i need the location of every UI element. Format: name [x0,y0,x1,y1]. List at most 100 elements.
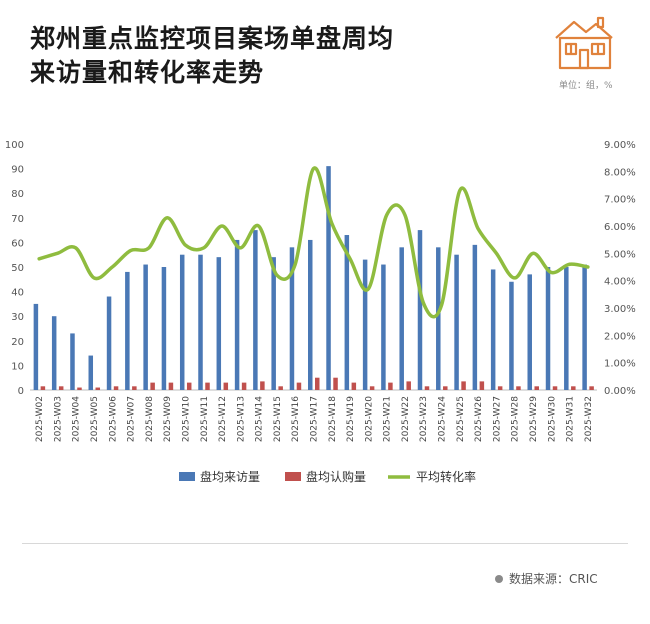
bar-visits [454,254,459,390]
bar-visits [472,244,478,390]
x-tick-label: 2025-W07 [127,396,137,442]
x-tick-label: 2025-W02 [35,396,45,442]
bar-visits [198,254,203,390]
bar-visits [51,316,57,390]
bar-purchases [205,382,210,390]
bar-visits [308,239,313,390]
line-conversion-rate [37,166,590,319]
bar-purchases [241,382,247,390]
bar-visits [253,230,258,390]
bar-purchases [388,382,393,390]
x-tick-label: 2025-W20 [364,396,374,442]
bar-visits [161,267,167,390]
x-tick-label: 2025-W17 [310,396,320,442]
legend-label-purchases: 盘均认购量 [306,469,366,484]
bar-visits [362,259,368,390]
source-text: 数据来源：CRIC [509,572,598,586]
bar-visits [289,247,295,390]
y-left-tick-label: 100 [5,140,24,151]
bar-purchases [424,386,430,390]
legend-label-rate: 平均转化率 [416,469,476,484]
bar-visits [179,254,185,390]
y-left-tick-label: 0 [18,386,24,397]
bar-visits [344,235,350,390]
house-icon [555,16,613,70]
x-tick-label: 2025-W21 [383,396,393,442]
x-tick-label: 2025-W18 [328,396,338,442]
bar-visits [125,271,130,390]
x-tick-label: 2025-W06 [108,396,118,442]
y-right-tick-label: 9.00% [604,140,636,151]
y-left-tick-label: 40 [11,288,24,299]
y-right-tick-label: 7.00% [604,195,636,206]
bar-visits [527,274,532,390]
x-tick-label: 2025-W29 [529,396,539,442]
x-tick-label: 2025-W12 [218,396,228,442]
y-right-tick-label: 6.00% [604,222,636,233]
x-tick-label: 2025-W03 [53,396,63,442]
bar-purchases [315,377,320,390]
x-tick-label: 2025-W30 [547,396,557,442]
y-left-tick-label: 10 [11,361,24,372]
bar-visits [88,355,94,390]
bar-purchases [534,386,539,390]
bar-purchases [443,386,448,390]
x-tick-label: 2025-W16 [291,396,301,442]
x-tick-label: 2025-W08 [145,396,155,442]
bar-purchases [571,386,576,390]
x-tick-label: 2025-W09 [163,396,173,442]
bar-purchases [589,386,594,390]
bar-visits [490,269,496,390]
x-tick-label: 2025-W27 [492,396,502,442]
y-left-tick-label: 20 [11,337,24,348]
bar-visits [70,333,75,390]
x-tick-label: 2025-W15 [273,396,283,442]
unit-label: 单位：组，% [559,81,613,91]
x-tick-label: 2025-W11 [200,396,210,442]
bar-purchases [168,382,174,390]
x-tick-label: 2025-W10 [181,396,191,442]
legend-label-visits: 盘均来访量 [200,469,260,484]
bar-purchases [296,382,302,390]
y-left-tick-label: 30 [11,312,24,323]
y-right-tick-label: 5.00% [604,249,636,260]
bar-purchases [461,381,466,390]
bar-purchases [260,381,265,390]
bar-visits [33,303,39,390]
legend-swatch-purchases [285,472,301,481]
footer-divider [22,543,628,544]
x-tick-label: 2025-W24 [438,396,448,442]
title-line-1: 郑州重点监控项目案场单盘周均 [30,24,395,53]
y-left-tick-label: 80 [11,189,24,200]
legend-swatch-visits [179,472,195,481]
bar-purchases [552,386,558,390]
x-tick-label: 2025-W25 [456,396,466,442]
y-right-tick-label: 4.00% [604,277,636,288]
y-left-tick-label: 90 [11,165,24,176]
x-tick-label: 2025-W23 [419,396,429,442]
y-right-tick-label: 8.00% [604,167,636,178]
y-left-tick-label: 60 [11,238,24,249]
bar-visits [509,281,514,390]
bar-purchases [132,386,137,390]
bar-visits [381,264,386,390]
dot-icon [495,574,503,583]
bar-purchases [77,387,82,390]
bar-visits [271,257,276,390]
bar-visits [106,296,112,390]
bar-purchases [186,382,192,390]
bar-purchases [333,377,338,390]
y-right-tick-label: 3.00% [604,304,636,315]
bar-purchases [113,386,119,390]
bar-purchases [351,382,357,390]
bar-visits [326,166,331,390]
bar-visits [582,264,587,390]
x-tick-label: 2025-W32 [584,396,594,442]
bar-visits [234,239,240,390]
title-line-2: 来访量和转化率走势 [30,58,265,87]
x-tick-label: 2025-W31 [566,396,576,442]
bar-purchases [516,386,521,390]
x-tick-label: 2025-W05 [90,396,100,442]
bar-visits [545,267,551,390]
bar-visits [216,257,222,390]
